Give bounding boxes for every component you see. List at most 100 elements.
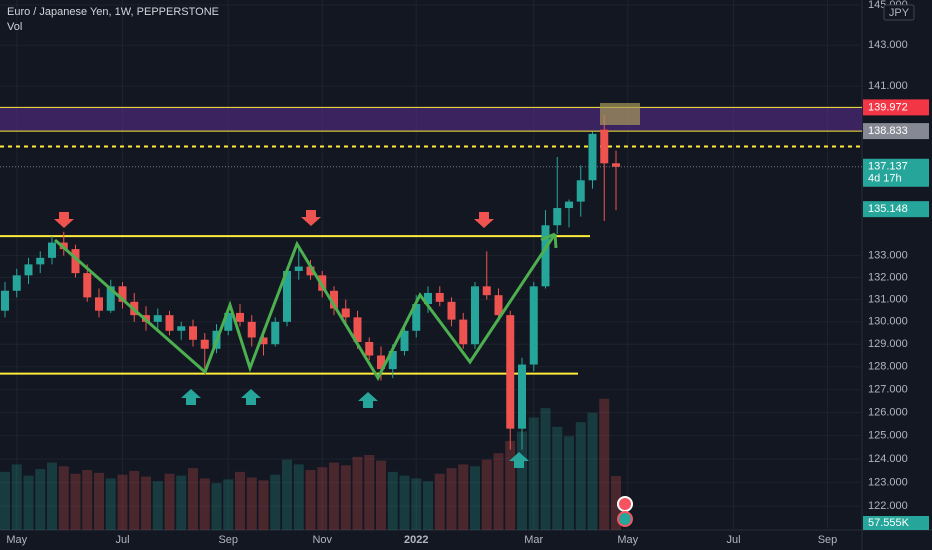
volume-bar: [223, 479, 234, 530]
volume-bar: [258, 480, 269, 530]
volume-bar: [164, 473, 175, 530]
label-box: [600, 103, 640, 125]
candle-body: [459, 319, 468, 345]
candle-body: [471, 286, 479, 345]
currency: JPY: [889, 7, 910, 19]
axes-layer: 145.000143.000141.000133.000132.000131.0…: [6, 0, 929, 546]
candle-body: [424, 292, 432, 305]
volume-bar: [552, 426, 563, 530]
volume-bar: [129, 470, 140, 530]
volume-bar: [176, 475, 187, 530]
event-icon[interactable]: [617, 511, 633, 527]
volume-bar: [423, 481, 433, 530]
volume-bar: [152, 481, 163, 530]
volume-bar: [458, 464, 469, 530]
event-icon[interactable]: [617, 496, 633, 512]
candle-body: [506, 315, 515, 429]
candle-body: [565, 201, 573, 209]
candle-body: [118, 286, 127, 302]
zigzag: [54, 233, 557, 382]
volume-bar: [411, 478, 422, 530]
volume-bar: [305, 470, 316, 530]
candle-body: [541, 225, 550, 287]
y-tick-label: 130.000: [868, 316, 908, 328]
volume-bar: [493, 453, 504, 530]
candle-body: [247, 321, 256, 338]
y-tick-label: 133.000: [868, 250, 908, 262]
candle-body: [341, 308, 350, 318]
volume-bar: [470, 466, 480, 530]
volume-bar: [387, 471, 398, 530]
subtitle: Vol: [7, 21, 22, 33]
price-axis: [862, 0, 932, 550]
candle-body: [83, 273, 92, 298]
x-tick-label: May: [6, 534, 27, 546]
volume-bar: [11, 464, 22, 530]
volume-bar: [35, 469, 46, 530]
volume-label: 57.555K: [868, 517, 910, 529]
volume-bar: [317, 467, 328, 530]
price-label-box: [863, 99, 929, 116]
candle-body: [200, 339, 209, 349]
candle-body: [12, 275, 21, 291]
price-label: 137.137: [868, 161, 908, 173]
volume-bar: [211, 483, 222, 530]
x-tick-label: May: [617, 534, 638, 546]
volume-label-box: [863, 516, 929, 530]
candle-body: [153, 315, 162, 322]
x-tick-label: 2022: [404, 534, 428, 546]
volume-bar: [188, 468, 198, 530]
drawings: [54, 103, 640, 527]
candle-body: [377, 355, 385, 370]
zone: [0, 107, 862, 132]
x-tick-label: Sep: [818, 534, 838, 546]
candle-body: [330, 290, 338, 309]
volume-bar: [235, 471, 245, 530]
volume-bar: [528, 417, 539, 530]
y-tick-label: 129.000: [868, 338, 908, 350]
candle-body: [482, 286, 491, 296]
x-tick-label: Sep: [218, 534, 238, 546]
levels-layer: [0, 106, 862, 375]
volume-bar: [399, 475, 410, 530]
countdown: 4d 17h: [868, 173, 902, 185]
volume-bar: [352, 456, 363, 530]
volume-bar: [270, 474, 281, 530]
candle-body: [400, 330, 409, 351]
volume-bar: [282, 459, 292, 530]
candle-body: [177, 326, 186, 331]
volume-bar: [70, 473, 81, 530]
volume-bar: [517, 431, 527, 530]
candle-body: [283, 270, 291, 322]
candle-body: [435, 292, 444, 302]
candle-body: [553, 208, 562, 226]
candle-body: [36, 257, 45, 265]
up-arrow: [509, 452, 529, 468]
volume-bar: [540, 408, 551, 530]
candle-body: [189, 326, 197, 340]
y-tick-label: 127.000: [868, 383, 908, 395]
y-tick-label: 131.000: [868, 294, 908, 306]
candle-body: [24, 264, 33, 276]
volume-bar: [599, 398, 610, 530]
price-label-box: [863, 123, 929, 140]
y-tick-label: 128.000: [868, 361, 908, 373]
chart-title: Euro / Japanese Yen, 1W, PEPPERSTONE: [7, 6, 219, 18]
y-tick-label: 125.000: [868, 430, 908, 442]
volume-bar: [364, 455, 375, 530]
x-tick-label: Nov: [312, 534, 332, 546]
arrow-head: [540, 232, 558, 249]
candle-body: [95, 297, 103, 311]
price-label: 138.833: [868, 125, 908, 137]
y-tick-label: 141.000: [868, 80, 908, 92]
down-arrow: [54, 212, 74, 228]
volume-bar: [47, 462, 57, 530]
volume-bar: [587, 412, 598, 530]
volume-bar: [94, 472, 104, 530]
x-tick-label: Jul: [726, 534, 740, 546]
candle-body: [388, 350, 397, 370]
candle-body: [259, 337, 268, 345]
volume-bar: [58, 466, 69, 530]
